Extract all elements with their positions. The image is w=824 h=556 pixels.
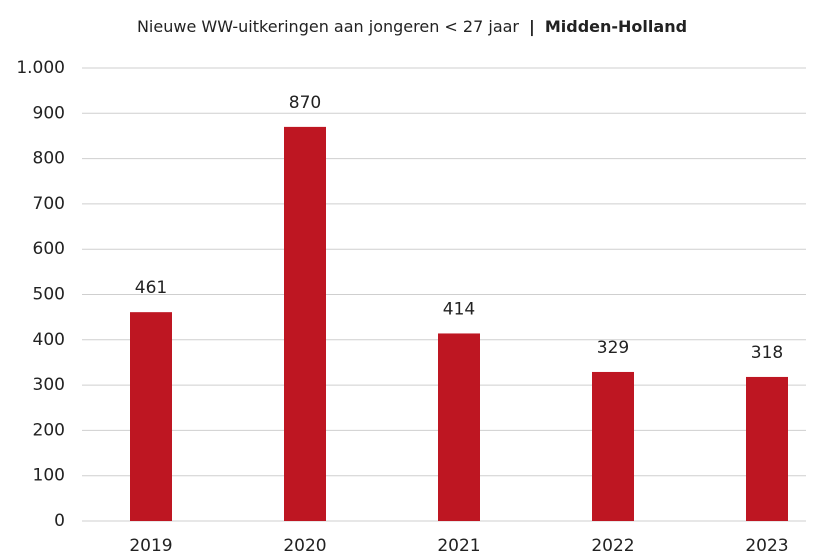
bar	[592, 371, 634, 521]
y-tick-label: 800	[33, 149, 65, 169]
x-tick-label: 2022	[591, 536, 634, 556]
value-label: 329	[597, 338, 629, 358]
bar	[746, 376, 788, 521]
y-tick-label: 200	[33, 420, 65, 440]
y-tick-label: 900	[33, 103, 65, 123]
bar	[284, 126, 326, 521]
value-label: 414	[443, 299, 475, 319]
x-tick-label: 2019	[129, 536, 172, 556]
y-tick-label: 500	[33, 285, 65, 305]
y-tick-label: 0	[54, 511, 65, 531]
chart-title: Nieuwe WW-uitkeringen aan jongeren < 27 …	[137, 17, 519, 36]
y-tick-label: 1.000	[16, 58, 65, 78]
x-tick-label: 2020	[283, 536, 326, 556]
y-tick-label: 700	[33, 194, 65, 214]
bar	[130, 312, 172, 521]
y-tick-label: 100	[33, 466, 65, 486]
value-label: 870	[289, 93, 321, 113]
x-tick-label: 2023	[745, 536, 788, 556]
chart-title-group: Nieuwe WW-uitkeringen aan jongeren < 27 …	[137, 17, 687, 37]
chart-subtitle: Midden-Holland	[545, 17, 687, 36]
title-separator: |	[529, 17, 535, 37]
y-tick-label: 400	[33, 330, 65, 350]
y-tick-label: 600	[33, 239, 65, 259]
x-tick-label: 2021	[437, 536, 480, 556]
value-label: 318	[751, 343, 783, 363]
value-label: 461	[135, 278, 167, 298]
bar	[438, 333, 480, 521]
y-tick-label: 300	[33, 375, 65, 395]
